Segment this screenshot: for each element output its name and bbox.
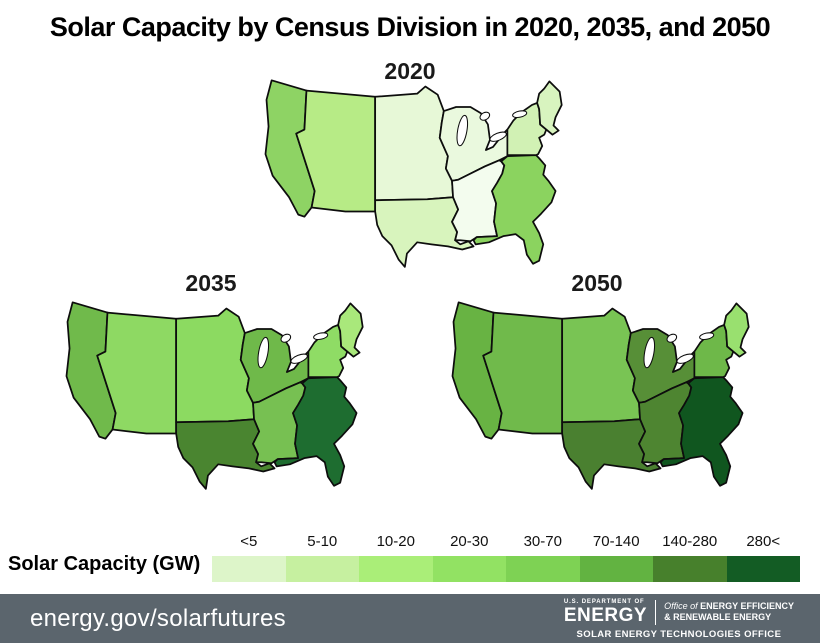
division-new_england	[337, 302, 364, 358]
doe-energy-label: ENERGY	[563, 605, 648, 626]
doe-office-line1: Office of ENERGY EFFICIENCY	[664, 601, 794, 612]
legend-title: Solar Capacity (GW)	[8, 553, 201, 575]
map-year-label: 2050	[571, 270, 623, 296]
lake-erie	[489, 131, 507, 142]
legend-bin-label: 5-10	[307, 533, 338, 550]
doe-logo-row: U.S. DEPARTMENT OF ENERGY Office of ENER…	[564, 599, 794, 625]
doe-energy-wordmark: U.S. DEPARTMENT OF ENERGY	[564, 599, 647, 625]
legend-bin-label: 20-30	[450, 533, 489, 550]
doe-office-line2: & RENEWABLE ENERGY	[664, 612, 772, 622]
lake-michigan	[456, 114, 469, 147]
legend-bins: <5 5-10 10-20 20-30 30-70 70-140 140-280 280<	[212, 530, 800, 582]
doe-dept-label: U.S. DEPARTMENT OF	[563, 599, 645, 605]
lake-michigan	[257, 336, 270, 369]
legend-bin-label: 30-70	[523, 533, 562, 550]
legend-swatch	[726, 556, 800, 582]
legend-bin: 10-20	[359, 530, 433, 582]
doe-logo: U.S. DEPARTMENT OF ENERGY Office of ENER…	[564, 599, 794, 640]
legend-swatch	[285, 556, 359, 582]
legend-bin-label: 70-140	[592, 533, 640, 550]
legend-swatch	[506, 556, 580, 582]
legend-swatch	[653, 556, 727, 582]
lake-huron	[280, 333, 292, 343]
legend-swatch	[432, 556, 506, 582]
doe-office-eff: ENERGY EFFICIENCY	[700, 601, 794, 611]
legend-bin-label: 280<	[746, 533, 781, 550]
lake-michigan	[643, 336, 656, 369]
lake-ontario	[512, 110, 528, 119]
legend-bin: <5	[212, 530, 286, 582]
legend-bin-label: 10-20	[376, 533, 415, 550]
doe-sub-office: SOLAR ENERGY TECHNOLOGIES OFFICE	[576, 629, 782, 640]
division-new_england	[723, 302, 750, 358]
map-year-label: 2035	[185, 270, 237, 296]
legend-swatch	[212, 556, 286, 582]
us-map-2020	[264, 79, 563, 268]
footer-bar: energy.gov/solarfutures U.S. DEPARTMENT …	[0, 594, 820, 643]
legend-bin: 70-140	[579, 530, 653, 582]
legend-bin: 280<	[726, 530, 800, 582]
division-new_england	[536, 80, 563, 136]
division-south_atlantic	[659, 376, 744, 487]
map-2020: 2020	[255, 40, 565, 285]
lake-ontario	[699, 332, 715, 341]
chart-title: Solar Capacity by Census Division in 202…	[49, 12, 771, 42]
legend-bin: 20-30	[432, 530, 506, 582]
lake-erie	[676, 353, 694, 364]
map-year-label: 2020	[384, 58, 436, 84]
division-south_atlantic	[472, 154, 557, 265]
map-2035: 2035	[56, 262, 366, 507]
us-map-2050	[451, 301, 750, 490]
lake-huron	[479, 111, 491, 121]
legend-bin: 30-70	[506, 530, 580, 582]
lake-huron	[666, 333, 678, 343]
legend-swatch	[579, 556, 653, 582]
lake-ontario	[313, 332, 329, 341]
division-south_atlantic	[273, 376, 358, 487]
footer-link[interactable]: energy.gov/solarfutures	[30, 605, 286, 632]
us-map-2035	[65, 301, 364, 490]
legend-bin-label: <5	[240, 533, 258, 550]
doe-office-block: Office of ENERGY EFFICIENCY & RENEWABLE …	[664, 601, 794, 623]
legend-bin-label: 140-280	[662, 533, 718, 550]
map-2050: 2050	[442, 262, 752, 507]
doe-divider	[655, 599, 657, 625]
lake-erie	[290, 353, 308, 364]
legend-bin: 140-280	[653, 530, 727, 582]
legend-swatch	[359, 556, 433, 582]
legend-bin: 5-10	[285, 530, 359, 582]
doe-office-of: Office of	[664, 601, 698, 611]
